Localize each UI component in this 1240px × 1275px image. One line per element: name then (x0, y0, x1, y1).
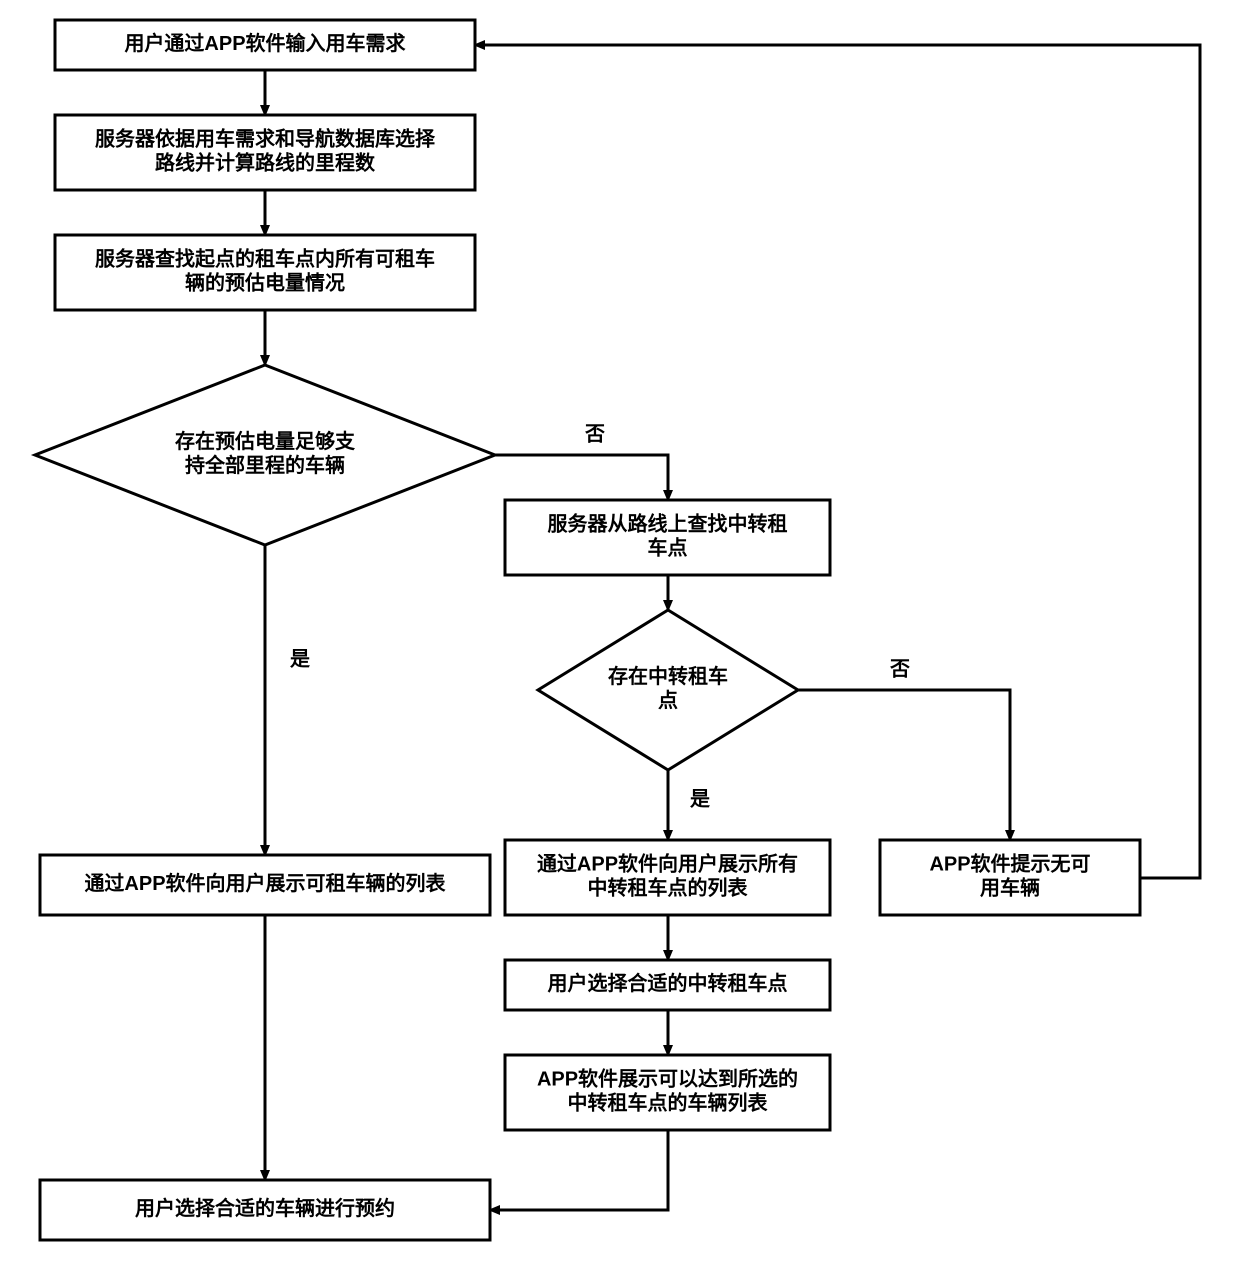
edge-label-e_d2_n6: 是 (689, 787, 710, 810)
node-n5: 通过APP软件向用户展示可租车辆的列表 (40, 855, 490, 915)
svg-text:用户选择合适的车辆进行预约: 用户选择合适的车辆进行预约 (135, 1196, 395, 1220)
edge-label-e_d2_n7: 否 (889, 658, 910, 680)
edge-label-e_d1_n5: 是 (289, 647, 310, 670)
svg-text:用户通过APP软件输入用车需求: 用户通过APP软件输入用车需求 (124, 31, 406, 55)
node-n2: 服务器依据用车需求和导航数据库选择路线并计算路线的里程数 (55, 115, 475, 190)
edge-e_d2_n7 (798, 690, 1010, 840)
node-n4: 服务器从路线上查找中转租车点 (505, 500, 830, 575)
node-n6: 通过APP软件向用户展示所有中转租车点的列表 (505, 840, 830, 915)
node-n3: 服务器查找起点的租车点内所有可租车辆的预估电量情况 (55, 235, 475, 310)
node-n1: 用户通过APP软件输入用车需求 (55, 20, 475, 70)
edge-e_n7_n1 (475, 45, 1200, 878)
node-n9: APP软件展示可以达到所选的中转租车点的车辆列表 (505, 1055, 830, 1130)
edge-label-e_d1_n4: 否 (584, 423, 605, 445)
edge-e_d1_n4 (495, 455, 668, 500)
flowchart-canvas: 用户通过APP软件输入用车需求服务器依据用车需求和导航数据库选择路线并计算路线的… (0, 0, 1240, 1275)
node-d2: 存在中转租车点 (538, 610, 798, 770)
node-d1: 存在预估电量足够支持全部里程的车辆 (35, 365, 495, 545)
node-n7: APP软件提示无可用车辆 (880, 840, 1140, 915)
node-n8: 用户选择合适的中转租车点 (505, 960, 830, 1010)
node-n10: 用户选择合适的车辆进行预约 (40, 1180, 490, 1240)
edge-e_n9_n10 (490, 1130, 668, 1210)
svg-text:通过APP软件向用户展示可租车辆的列表: 通过APP软件向用户展示可租车辆的列表 (84, 871, 446, 895)
svg-text:用户选择合适的中转租车点: 用户选择合适的中转租车点 (548, 971, 788, 995)
